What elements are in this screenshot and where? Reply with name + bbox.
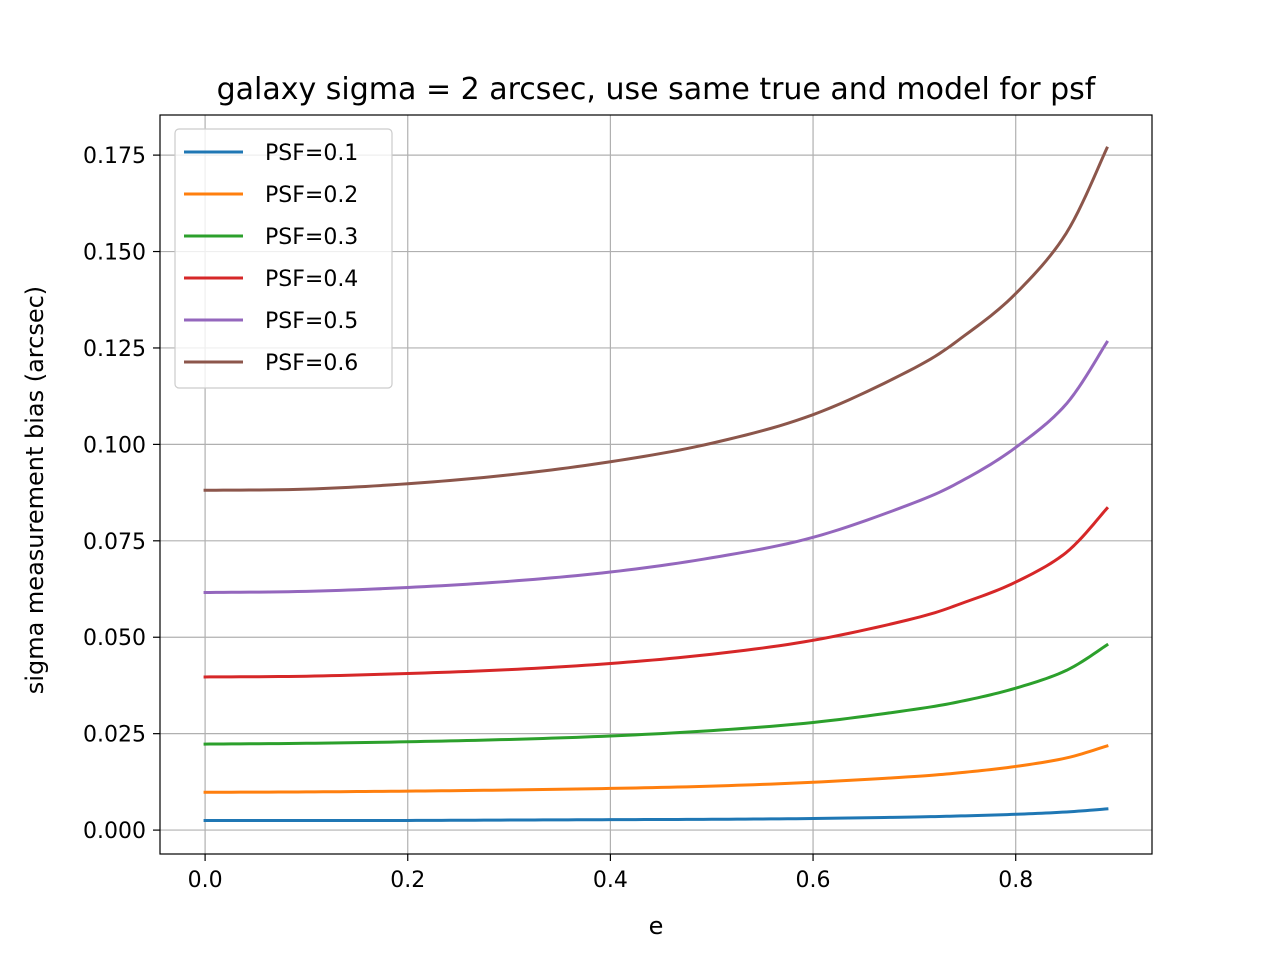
series-line-5 <box>203 340 1109 595</box>
x-tick-label: 0.0 <box>188 868 223 893</box>
series-line-1 <box>203 807 1109 822</box>
y-tick-label: 0.050 <box>83 626 146 651</box>
x-tick-label: 0.4 <box>593 868 628 893</box>
y-axis-label: sigma measurement bias (arcsec) <box>21 286 49 694</box>
legend-label: PSF=0.3 <box>265 225 358 250</box>
series-line-2 <box>203 744 1109 794</box>
y-tick-label: 0.150 <box>83 241 146 266</box>
series-line-6 <box>203 146 1109 492</box>
series-lines <box>203 146 1110 822</box>
x-tick-label: 0.2 <box>390 868 425 893</box>
legend-label: PSF=0.5 <box>265 309 358 334</box>
legend-label: PSF=0.6 <box>265 351 358 376</box>
y-tick-label: 0.125 <box>83 337 146 362</box>
y-tick-label: 0.000 <box>83 819 146 844</box>
series-line-3 <box>203 642 1109 746</box>
legend-label: PSF=0.1 <box>265 141 358 166</box>
plot-frame <box>159 114 1153 855</box>
series-line-4 <box>203 506 1110 679</box>
x-axis-ticks: 0.0 0.2 0.4 0.6 0.8 <box>188 854 1033 893</box>
chart-title: galaxy sigma = 2 arcsec, use same true a… <box>217 72 1097 107</box>
legend: PSF=0.1 PSF=0.2 PSF=0.3 PSF=0.4 PSF=0.5 PSF=0… <box>174 128 393 389</box>
x-tick-label: 0.6 <box>796 868 831 893</box>
y-tick-label: 0.175 <box>83 144 146 169</box>
legend-label: PSF=0.4 <box>265 267 358 292</box>
y-tick-label: 0.075 <box>83 530 146 555</box>
legend-label: PSF=0.2 <box>265 183 358 208</box>
x-tick-label: 0.8 <box>998 868 1033 893</box>
x-axis-label: e <box>649 912 664 940</box>
y-tick-label: 0.025 <box>83 723 146 748</box>
legend-box <box>174 128 393 389</box>
y-axis-ticks: 0.000 0.025 0.050 0.075 0.100 0.125 0.150 0.175 <box>83 144 160 844</box>
y-tick-label: 0.100 <box>83 433 146 458</box>
